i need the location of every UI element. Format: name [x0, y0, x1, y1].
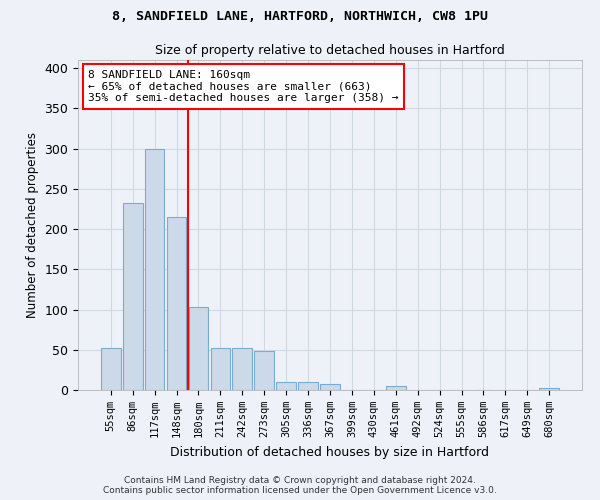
Title: Size of property relative to detached houses in Hartford: Size of property relative to detached ho…	[155, 44, 505, 58]
Bar	[145, 148, 164, 390]
Bar	[123, 204, 143, 390]
Bar	[298, 382, 318, 390]
Bar	[320, 384, 340, 390]
Text: Contains HM Land Registry data © Crown copyright and database right 2024.
Contai: Contains HM Land Registry data © Crown c…	[103, 476, 497, 495]
Bar	[539, 388, 559, 390]
Text: 8, SANDFIELD LANE, HARTFORD, NORTHWICH, CW8 1PU: 8, SANDFIELD LANE, HARTFORD, NORTHWICH, …	[112, 10, 488, 23]
Y-axis label: Number of detached properties: Number of detached properties	[26, 132, 39, 318]
X-axis label: Distribution of detached houses by size in Hartford: Distribution of detached houses by size …	[170, 446, 490, 458]
Text: 8 SANDFIELD LANE: 160sqm
← 65% of detached houses are smaller (663)
35% of semi-: 8 SANDFIELD LANE: 160sqm ← 65% of detach…	[88, 70, 398, 103]
Bar	[211, 348, 230, 390]
Bar	[386, 386, 406, 390]
Bar	[254, 352, 274, 390]
Bar	[101, 348, 121, 390]
Bar	[167, 217, 187, 390]
Bar	[276, 382, 296, 390]
Bar	[232, 348, 252, 390]
Bar	[188, 307, 208, 390]
